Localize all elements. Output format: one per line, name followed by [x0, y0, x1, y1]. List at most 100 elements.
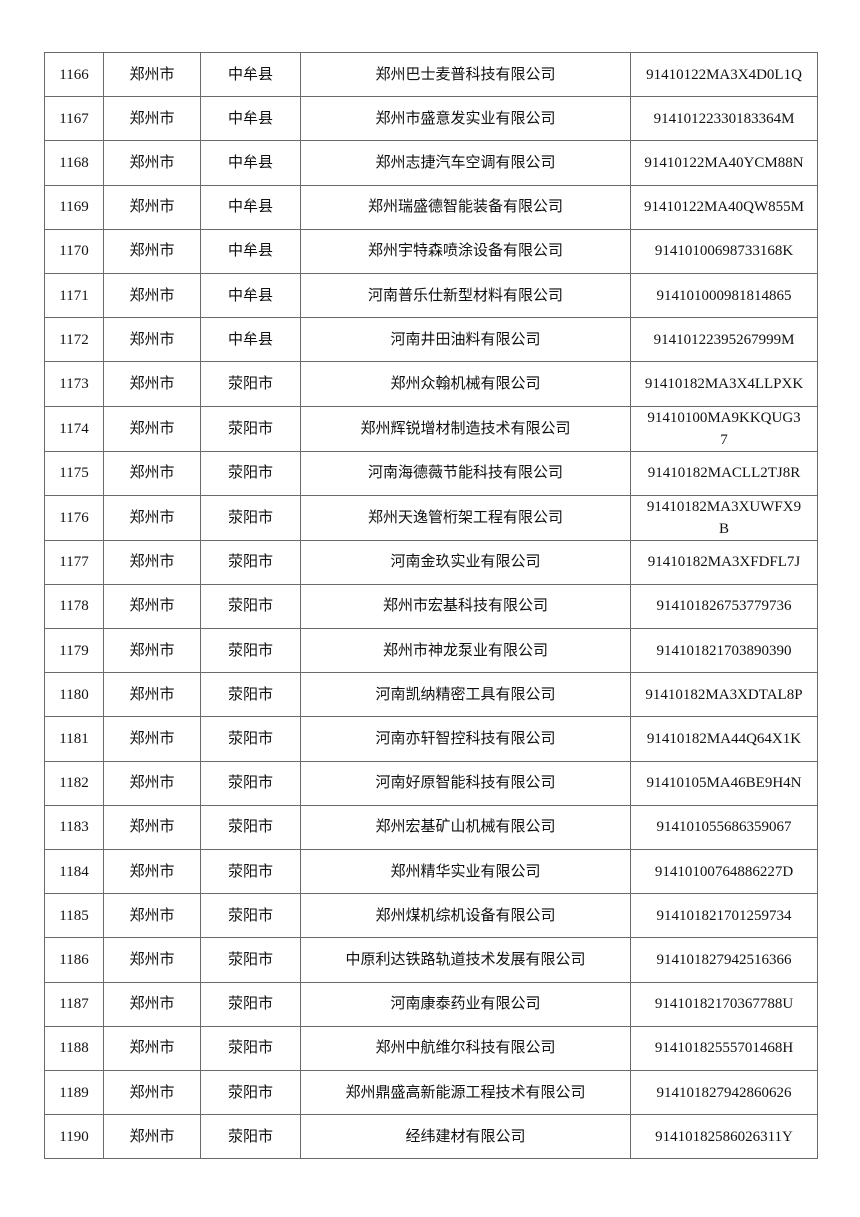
county-cell: 中牟县 — [200, 184, 301, 230]
county-cell: 中牟县 — [200, 96, 301, 142]
county-cell: 荥阳市 — [200, 539, 301, 585]
company-name-cell: 郑州市神龙泵业有限公司 — [300, 628, 631, 674]
table-row: 1180 郑州市 荥阳市 河南凯纳精密工具有限公司 91410182MA3XDTAL8P — [44, 672, 818, 718]
row-number-cell: 1179 — [44, 628, 104, 674]
credit-code-cell: 914101000981814865 — [630, 272, 818, 319]
row-number-cell: 1175 — [44, 450, 104, 496]
company-name-cell: 郑州精华实业有限公司 — [300, 848, 631, 895]
county-cell: 荥阳市 — [200, 981, 301, 1027]
county-cell: 荥阳市 — [200, 1025, 301, 1071]
credit-code-cell: 91410182MA3XUWFX9B — [630, 494, 818, 541]
company-name-cell: 郑州鼎盛高新能源工程技术有限公司 — [300, 1069, 631, 1116]
county-cell: 荥阳市 — [200, 1069, 301, 1116]
table-row: 1177 郑州市 荥阳市 河南金玖实业有限公司 91410182MA3XFDFL7J — [44, 539, 818, 585]
credit-code-cell: 91410182586026311Y — [630, 1114, 818, 1160]
row-number-cell: 1189 — [44, 1069, 104, 1116]
table-row: 1178 郑州市 荥阳市 郑州市宏基科技有限公司 914101826753779736 — [44, 583, 818, 630]
city-cell: 郑州市 — [103, 628, 201, 674]
table-row: 1171 郑州市 中牟县 河南普乐仕新型材料有限公司 91410100098181486… — [44, 272, 818, 319]
company-name-cell: 郑州辉锐增材制造技术有限公司 — [300, 405, 631, 452]
row-number-cell: 1187 — [44, 981, 104, 1027]
city-cell: 郑州市 — [103, 361, 201, 407]
row-number-cell: 1186 — [44, 937, 104, 983]
county-cell: 荥阳市 — [200, 672, 301, 718]
row-number-cell: 1181 — [44, 716, 104, 762]
county-cell: 中牟县 — [200, 140, 301, 186]
row-number-cell: 1173 — [44, 361, 104, 407]
company-name-cell: 郑州天逸管桁架工程有限公司 — [300, 494, 631, 541]
table-row: 1187 郑州市 荥阳市 河南康泰药业有限公司 91410182170367788U — [44, 981, 818, 1027]
county-cell: 中牟县 — [200, 228, 301, 274]
city-cell: 郑州市 — [103, 1025, 201, 1071]
row-number-cell: 1171 — [44, 272, 104, 319]
company-name-cell: 河南井田油料有限公司 — [300, 317, 631, 363]
credit-code-cell: 91410182555701468H — [630, 1025, 818, 1071]
table-row: 1186 郑州市 荥阳市 中原利达铁路轨道技术发展有限公司 91410182794251… — [44, 937, 818, 983]
credit-code-cell: 91410122MA40YCM88N — [630, 140, 818, 186]
table-row: 1175 郑州市 荥阳市 河南海德薇节能科技有限公司 91410182MACLL2TJ8… — [44, 450, 818, 496]
row-number-cell: 1177 — [44, 539, 104, 585]
city-cell: 郑州市 — [103, 228, 201, 274]
row-number-cell: 1174 — [44, 405, 104, 452]
city-cell: 郑州市 — [103, 405, 201, 452]
credit-code-cell: 914101821703890390 — [630, 628, 818, 674]
table-row: 1179 郑州市 荥阳市 郑州市神龙泵业有限公司 914101821703890390 — [44, 628, 818, 674]
row-number-cell: 1176 — [44, 494, 104, 541]
county-cell: 中牟县 — [200, 317, 301, 363]
county-cell: 荥阳市 — [200, 494, 301, 541]
city-cell: 郑州市 — [103, 893, 201, 939]
credit-code-cell: 914101827942860626 — [630, 1069, 818, 1116]
credit-code-cell: 91410182170367788U — [630, 981, 818, 1027]
table-row: 1172 郑州市 中牟县 河南井田油料有限公司 91410122395267999M — [44, 317, 818, 363]
company-name-cell: 河南普乐仕新型材料有限公司 — [300, 272, 631, 319]
county-cell: 荥阳市 — [200, 893, 301, 939]
credit-code-cell: 91410100764886227D — [630, 848, 818, 895]
company-name-cell: 郑州巴士麦普科技有限公司 — [300, 51, 631, 98]
company-name-cell: 河南好原智能科技有限公司 — [300, 760, 631, 806]
company-name-cell: 河南凯纳精密工具有限公司 — [300, 672, 631, 718]
company-name-cell: 郑州中航维尔科技有限公司 — [300, 1025, 631, 1071]
company-name-cell: 郑州市盛意发实业有限公司 — [300, 96, 631, 142]
table-body: 1166 郑州市 中牟县 郑州巴士麦普科技有限公司 91410122MA3X4D0L1Q… — [44, 51, 818, 1160]
company-name-cell: 中原利达铁路轨道技术发展有限公司 — [300, 937, 631, 983]
county-cell: 荥阳市 — [200, 760, 301, 806]
city-cell: 郑州市 — [103, 583, 201, 630]
credit-code-cell: 91410122MA40QW855M — [630, 184, 818, 230]
city-cell: 郑州市 — [103, 51, 201, 98]
company-name-cell: 郑州众翰机械有限公司 — [300, 361, 631, 407]
row-number-cell: 1167 — [44, 96, 104, 142]
company-name-cell: 郑州志捷汽车空调有限公司 — [300, 140, 631, 186]
table-row: 1176 郑州市 荥阳市 郑州天逸管桁架工程有限公司 91410182MA3XUWFX9… — [44, 494, 818, 541]
city-cell: 郑州市 — [103, 716, 201, 762]
table-row: 1183 郑州市 荥阳市 郑州宏基矿山机械有限公司 914101055686359067 — [44, 804, 818, 851]
company-name-cell: 郑州瑞盛德智能装备有限公司 — [300, 184, 631, 230]
city-cell: 郑州市 — [103, 1069, 201, 1116]
city-cell: 郑州市 — [103, 981, 201, 1027]
table-row: 1190 郑州市 荥阳市 经纬建材有限公司 91410182586026311Y — [44, 1114, 818, 1160]
table-row: 1188 郑州市 荥阳市 郑州中航维尔科技有限公司 91410182555701468H — [44, 1025, 818, 1071]
company-name-cell: 郑州宇特森喷涂设备有限公司 — [300, 228, 631, 274]
credit-code-cell: 91410105MA46BE9H4N — [630, 760, 818, 806]
county-cell: 荥阳市 — [200, 1114, 301, 1160]
table-row: 1189 郑州市 荥阳市 郑州鼎盛高新能源工程技术有限公司 91410182794286… — [44, 1069, 818, 1116]
city-cell: 郑州市 — [103, 539, 201, 585]
city-cell: 郑州市 — [103, 804, 201, 851]
credit-code-cell: 91410122395267999M — [630, 317, 818, 363]
row-number-cell: 1182 — [44, 760, 104, 806]
company-name-cell: 郑州市宏基科技有限公司 — [300, 583, 631, 630]
credit-code-cell: 914101827942516366 — [630, 937, 818, 983]
table-row: 1184 郑州市 荥阳市 郑州精华实业有限公司 91410100764886227D — [44, 848, 818, 895]
credit-code-cell: 91410182MA3XDTAL8P — [630, 672, 818, 718]
row-number-cell: 1190 — [44, 1114, 104, 1160]
credit-code-cell: 914101826753779736 — [630, 583, 818, 630]
row-number-cell: 1183 — [44, 804, 104, 851]
city-cell: 郑州市 — [103, 140, 201, 186]
credit-code-cell: 91410182MA3XFDFL7J — [630, 539, 818, 585]
company-name-cell: 郑州宏基矿山机械有限公司 — [300, 804, 631, 851]
table-row: 1169 郑州市 中牟县 郑州瑞盛德智能装备有限公司 91410122MA40QW855… — [44, 184, 818, 230]
company-name-cell: 郑州煤机综机设备有限公司 — [300, 893, 631, 939]
credit-code-cell: 914101055686359067 — [630, 804, 818, 851]
credit-code-cell: 91410122330183364M — [630, 96, 818, 142]
credit-code-cell: 91410182MA44Q64X1K — [630, 716, 818, 762]
county-cell: 荥阳市 — [200, 848, 301, 895]
